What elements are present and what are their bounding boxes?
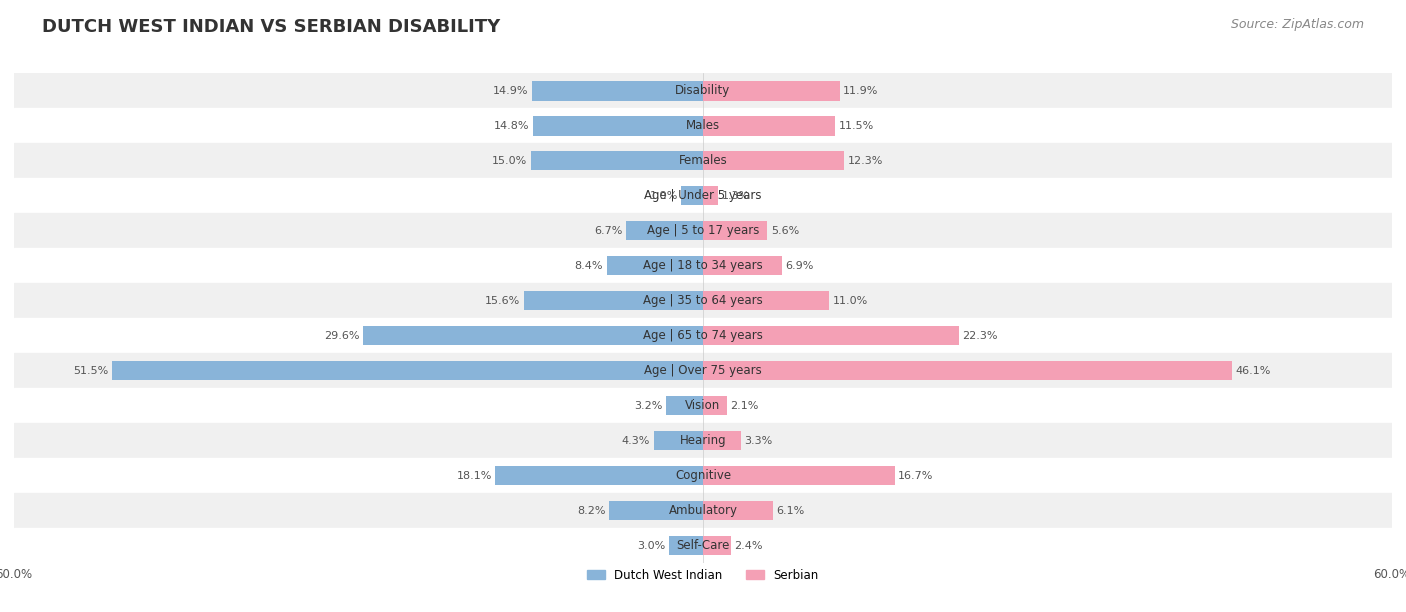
Text: Ambulatory: Ambulatory [668, 504, 738, 517]
Bar [703, 396, 727, 416]
Bar [626, 221, 703, 241]
Text: 6.7%: 6.7% [595, 226, 623, 236]
Bar [14, 423, 1392, 458]
Text: 6.9%: 6.9% [786, 261, 814, 271]
Text: Age | 5 to 17 years: Age | 5 to 17 years [647, 225, 759, 237]
Bar [14, 73, 1392, 108]
Text: Disability: Disability [675, 84, 731, 97]
Text: 46.1%: 46.1% [1236, 366, 1271, 376]
Text: 11.9%: 11.9% [844, 86, 879, 96]
Text: Age | 65 to 74 years: Age | 65 to 74 years [643, 329, 763, 342]
Bar [531, 151, 703, 171]
Bar [703, 221, 768, 241]
Bar [703, 151, 844, 171]
Text: 8.4%: 8.4% [575, 261, 603, 271]
Text: 6.1%: 6.1% [776, 506, 804, 515]
Text: 1.9%: 1.9% [650, 191, 678, 201]
Bar [14, 143, 1392, 178]
Text: Cognitive: Cognitive [675, 469, 731, 482]
Text: Age | Over 75 years: Age | Over 75 years [644, 364, 762, 377]
Bar [14, 528, 1392, 563]
Text: 2.4%: 2.4% [734, 540, 762, 551]
Text: 3.3%: 3.3% [744, 436, 772, 446]
Bar [703, 116, 835, 135]
Bar [703, 291, 830, 310]
Bar [703, 186, 718, 206]
Bar [14, 108, 1392, 143]
Text: 2.1%: 2.1% [731, 401, 759, 411]
Text: 14.9%: 14.9% [494, 86, 529, 96]
Text: 11.5%: 11.5% [838, 121, 873, 131]
Bar [495, 466, 703, 485]
Text: Self-Care: Self-Care [676, 539, 730, 552]
Text: Source: ZipAtlas.com: Source: ZipAtlas.com [1230, 18, 1364, 31]
Bar [703, 536, 731, 555]
Bar [14, 318, 1392, 353]
Text: 11.0%: 11.0% [832, 296, 868, 306]
Bar [703, 81, 839, 100]
Text: 3.0%: 3.0% [637, 540, 665, 551]
Text: 8.2%: 8.2% [576, 506, 606, 515]
Bar [533, 116, 703, 135]
Bar [14, 353, 1392, 388]
Text: 5.6%: 5.6% [770, 226, 799, 236]
Bar [703, 361, 1232, 380]
Bar [14, 493, 1392, 528]
Text: 1.3%: 1.3% [721, 191, 749, 201]
Text: 15.6%: 15.6% [485, 296, 520, 306]
Text: 3.2%: 3.2% [634, 401, 662, 411]
Text: 4.3%: 4.3% [621, 436, 650, 446]
Bar [669, 536, 703, 555]
Bar [531, 81, 703, 100]
Bar [363, 326, 703, 345]
Bar [14, 388, 1392, 423]
Text: 18.1%: 18.1% [457, 471, 492, 480]
Bar [14, 178, 1392, 214]
Text: 29.6%: 29.6% [325, 330, 360, 341]
Bar [609, 501, 703, 520]
Text: 22.3%: 22.3% [963, 330, 998, 341]
Text: Age | 18 to 34 years: Age | 18 to 34 years [643, 259, 763, 272]
Text: Vision: Vision [685, 399, 721, 412]
Bar [681, 186, 703, 206]
Text: 15.0%: 15.0% [492, 156, 527, 166]
Bar [14, 248, 1392, 283]
Bar [703, 501, 773, 520]
Text: Females: Females [679, 154, 727, 167]
Bar [666, 396, 703, 416]
Bar [703, 326, 959, 345]
Legend: Dutch West Indian, Serbian: Dutch West Indian, Serbian [582, 564, 824, 586]
Text: 51.5%: 51.5% [73, 366, 108, 376]
Text: 12.3%: 12.3% [848, 156, 883, 166]
Text: Males: Males [686, 119, 720, 132]
Bar [111, 361, 703, 380]
Text: DUTCH WEST INDIAN VS SERBIAN DISABILITY: DUTCH WEST INDIAN VS SERBIAN DISABILITY [42, 18, 501, 36]
Text: Hearing: Hearing [679, 434, 727, 447]
Bar [703, 466, 894, 485]
Bar [14, 283, 1392, 318]
Bar [703, 256, 782, 275]
Bar [524, 291, 703, 310]
Bar [703, 431, 741, 450]
Text: 16.7%: 16.7% [898, 471, 934, 480]
Bar [14, 458, 1392, 493]
Bar [654, 431, 703, 450]
Text: 14.8%: 14.8% [494, 121, 530, 131]
Bar [14, 214, 1392, 248]
Text: Age | 35 to 64 years: Age | 35 to 64 years [643, 294, 763, 307]
Bar [606, 256, 703, 275]
Text: Age | Under 5 years: Age | Under 5 years [644, 189, 762, 203]
